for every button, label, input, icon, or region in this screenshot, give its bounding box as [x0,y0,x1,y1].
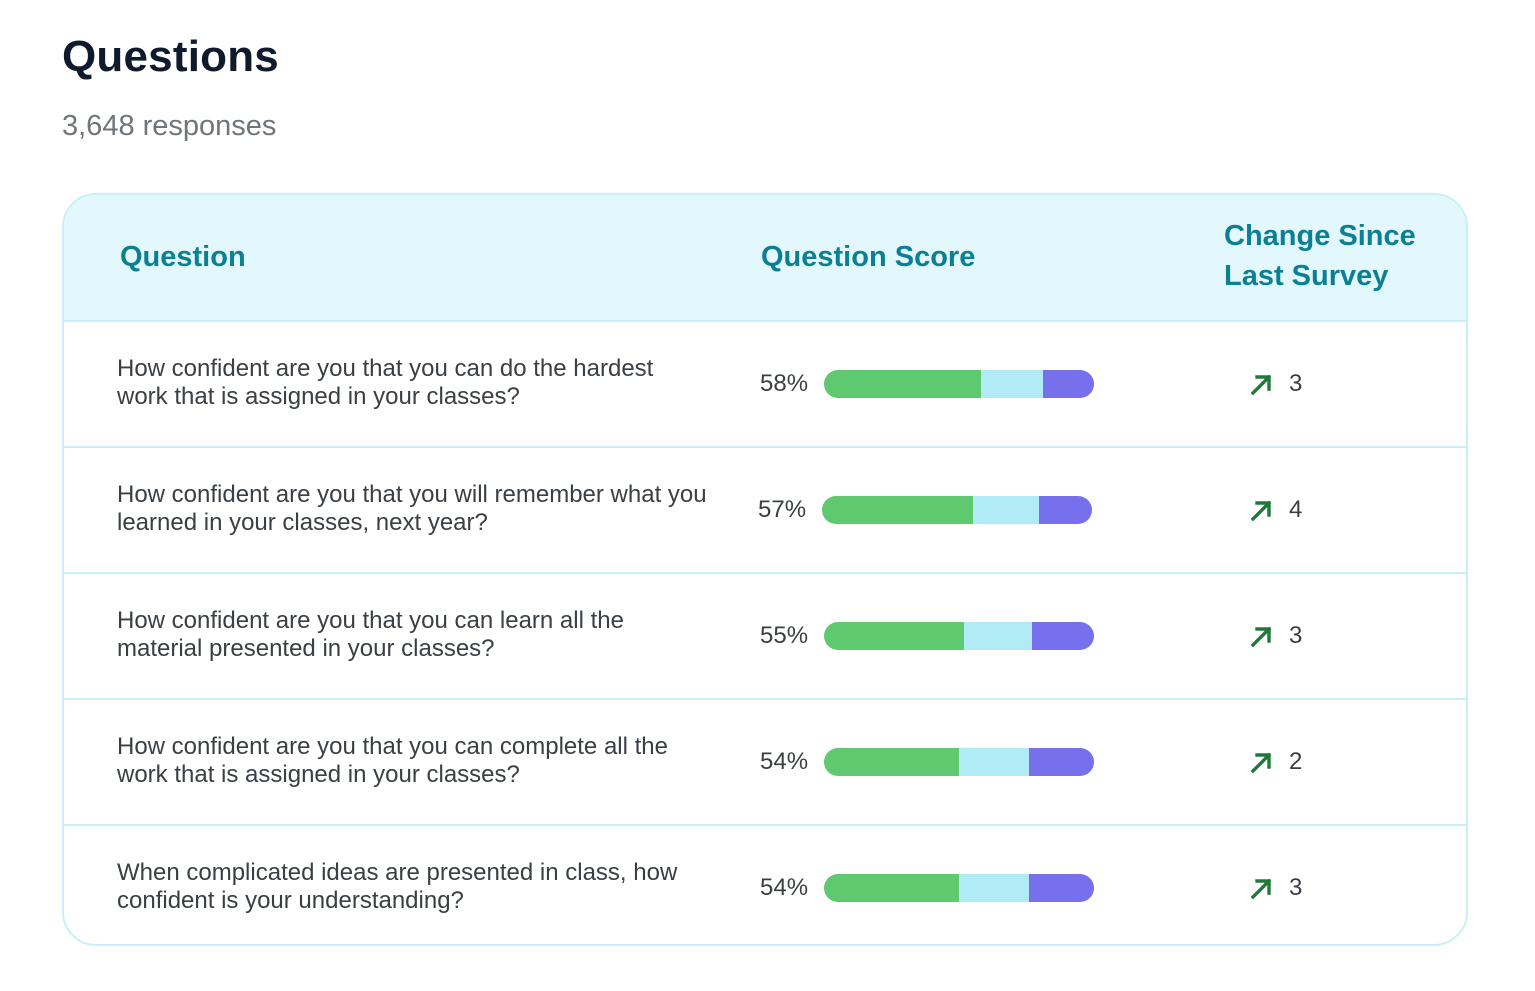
score-percent: 54% [760,874,809,901]
table-header: Question Question Score Change Since Las… [64,195,1466,320]
score-bar-favorable [824,748,959,776]
table-row[interactable]: How confident are you that you can learn… [64,572,1466,698]
table-row[interactable]: How confident are you that you will reme… [64,446,1466,572]
question-text: How confident are you that you can do th… [117,355,654,410]
score-percent: 58% [760,370,809,397]
score-percent: 57% [758,496,807,523]
score-bar-favorable [822,496,974,524]
change-value: 3 [1289,370,1303,397]
arrow-up-right-icon [1250,752,1272,774]
question-text: How confident are you that you can compl… [117,733,668,788]
score-bar-favorable [824,622,965,650]
score-percent: 54% [760,748,809,775]
table-row[interactable]: When complicated ideas are presented in … [64,824,1466,944]
arrow-up-right-icon [1250,626,1272,648]
question-text: When complicated ideas are presented in … [117,859,678,914]
score-bar [824,370,1094,398]
column-header-change[interactable]: Change Since Last Survey [1224,220,1416,292]
score-bar-unfavorable [1029,748,1094,776]
score-bar-unfavorable [1042,370,1094,398]
score-bar-neutral [964,622,1032,650]
column-header-question[interactable]: Question [120,241,246,273]
change-value: 4 [1289,496,1303,523]
column-header-score[interactable]: Question Score [761,241,976,273]
score-bar [824,874,1094,902]
score-bar-neutral [959,748,1030,776]
change-value: 3 [1289,622,1303,649]
score-bar [824,622,1094,650]
score-bar-unfavorable [1029,874,1094,902]
score-bar-favorable [824,370,981,398]
arrow-up-right-icon [1250,878,1272,900]
arrow-up-right-icon [1250,374,1272,396]
score-bar-unfavorable [1039,496,1092,524]
question-text: How confident are you that you can learn… [117,607,624,662]
score-bar [822,496,1092,524]
score-bar-neutral [959,874,1030,902]
response-count: 3,648 responses [62,110,277,142]
arrow-up-right-icon [1250,500,1272,522]
score-bar-unfavorable [1031,622,1094,650]
score-bar-favorable [824,874,959,902]
score-bar [824,748,1094,776]
change-value: 3 [1289,874,1303,901]
questions-table: Question Question Score Change Since Las… [62,193,1468,946]
score-bar-neutral [973,496,1040,524]
score-percent: 55% [760,622,809,649]
question-text: How confident are you that you will reme… [117,481,707,536]
table-row[interactable]: How confident are you that you can do th… [64,320,1466,446]
page-title: Questions [62,32,279,81]
change-value: 2 [1289,748,1303,775]
score-bar-neutral [980,370,1043,398]
table-row[interactable]: How confident are you that you can compl… [64,698,1466,824]
